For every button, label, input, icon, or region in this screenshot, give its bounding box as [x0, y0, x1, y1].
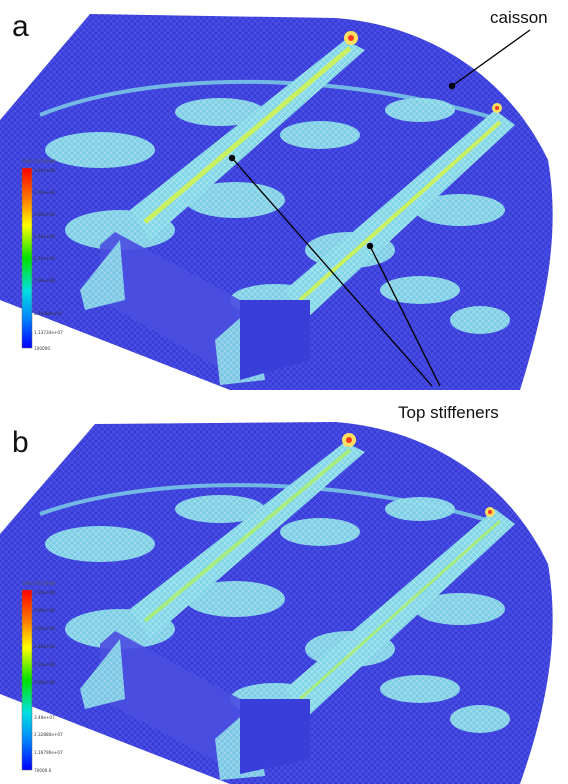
- panel-a-legend-tick: 2.26488e+07: [34, 311, 63, 316]
- panel-b-legend-tick: 1.16790e+07: [34, 750, 63, 755]
- panel-a-legend-tick: 2.40e+08: [34, 234, 55, 239]
- panel-b-legend-tick: 1.60e+08: [34, 680, 55, 685]
- panel-a-legend-tick: 2.90e+08: [34, 190, 55, 195]
- caisson-callout-line: [448, 29, 531, 90]
- panel-b-legend-title: SNEG RECORNE: [22, 581, 56, 586]
- top-stiffeners-callout-label: Top stiffeners: [398, 403, 499, 422]
- panel-b-legend-tick: 2.10e+08: [34, 662, 55, 667]
- panel-a-legend-title: SNEG RECORNE: [22, 159, 56, 164]
- panel-a-label: a: [12, 10, 29, 43]
- top-stiffeners-callout-lines: [228, 154, 441, 387]
- caisson-mesh-b: [0, 422, 553, 784]
- caisson-mesh-a: [0, 14, 553, 390]
- panel-b-color-legend: SNEG RECORNE 3.20e+08 2.90e+08 2.65e+08 …: [21, 581, 63, 773]
- panel-a-legend-tick: 100000.: [34, 346, 51, 351]
- panel-a-figure: SNEG RECORNE 3.20e+08 2.90e+08 2.65e+08 …: [0, 14, 553, 390]
- panel-b-legend-tick: 2.90e+08: [34, 608, 55, 613]
- panel-a-legend-tick: 2.65e+08: [34, 212, 55, 217]
- panel-a-legend-tick: 3.20e+08: [34, 168, 55, 173]
- panel-a-color-legend: SNEG RECORNE 3.20e+08 2.90e+08 2.65e+08 …: [21, 159, 63, 351]
- panel-a-legend-tick: 2.10e+08: [34, 256, 55, 261]
- panel-b-legend-tick: 70000.0: [34, 768, 52, 773]
- panel-a-legend-tick: 1.60e+08: [34, 278, 55, 283]
- panel-b-legend-tick: 2.40e+08: [34, 644, 55, 649]
- panel-b-legend-tick: 3.49e+07: [34, 715, 55, 720]
- panel-b-legend-tick: 2.32880e+07: [34, 732, 63, 737]
- panel-b-label: b: [12, 426, 29, 459]
- caisson-callout-label: caisson: [490, 8, 548, 27]
- panel-b-legend-tick: 3.20e+08: [34, 590, 55, 595]
- panel-b-figure: SNEG RECORNE 3.20e+08 2.90e+08 2.65e+08 …: [0, 422, 553, 784]
- panel-a-legend-tick: 1.13734e+07: [34, 330, 63, 335]
- panel-b-legend-tick: 2.65e+08: [34, 626, 55, 631]
